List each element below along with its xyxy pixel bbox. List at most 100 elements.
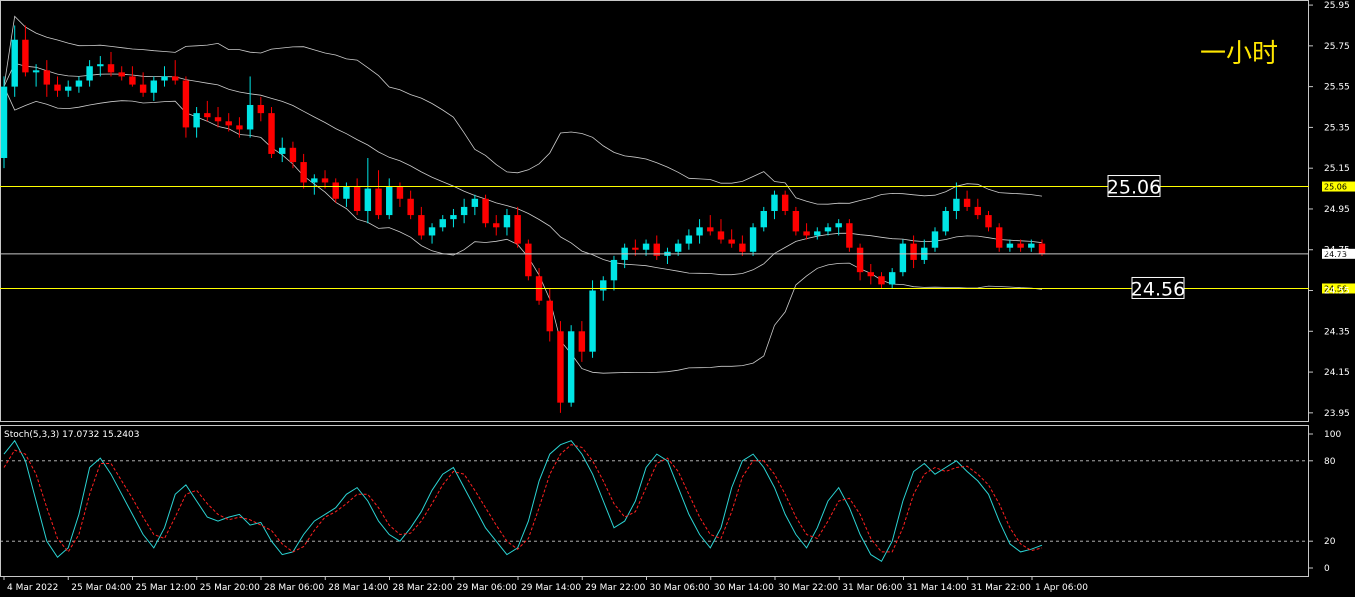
candle-body[interactable] [11, 39, 18, 87]
candle-body[interactable] [878, 276, 885, 285]
candle-body[interactable] [300, 162, 307, 183]
candle-body[interactable] [942, 211, 949, 232]
candle-body[interactable] [364, 188, 372, 211]
candle-body[interactable] [257, 104, 265, 114]
candle-body[interactable] [129, 76, 136, 85]
candle-body[interactable] [311, 178, 318, 183]
candle-body[interactable] [546, 300, 553, 332]
candle-body[interactable] [514, 215, 521, 244]
candle-body[interactable] [1038, 243, 1046, 254]
candle-body[interactable] [118, 72, 125, 77]
candle-body[interactable] [246, 104, 254, 130]
bb-upper-line [3, 15, 1043, 205]
candle-body[interactable] [64, 86, 72, 91]
candle-body[interactable] [1006, 243, 1014, 248]
candle-body[interactable] [493, 223, 500, 228]
candle-body[interactable] [75, 80, 83, 87]
candle-body[interactable] [43, 70, 51, 85]
candle-body[interactable] [696, 227, 703, 236]
candle-body[interactable] [910, 243, 917, 260]
candle-body[interactable] [792, 211, 800, 232]
candle-body[interactable] [717, 231, 725, 240]
candle-body[interactable] [749, 227, 757, 252]
candle-body[interactable] [182, 80, 190, 128]
candle-body[interactable] [97, 64, 104, 67]
candle-body[interactable] [54, 84, 61, 91]
stochastic-panel: Stoch(5,3,3) 17.0732 15.2403 100 80 20 0 [0, 425, 1341, 577]
candle-body[interactable] [985, 215, 992, 228]
candle-body[interactable] [674, 243, 682, 252]
candle-body[interactable] [899, 243, 907, 273]
candle-body[interactable] [760, 211, 767, 228]
candle-body[interactable] [642, 243, 650, 250]
candle-body[interactable] [193, 113, 200, 128]
candle-body[interactable] [332, 182, 339, 199]
candle-body[interactable] [396, 186, 404, 199]
candle-body[interactable] [835, 223, 842, 228]
candle-body[interactable] [503, 215, 511, 228]
candle-body[interactable] [567, 331, 575, 403]
candle-body[interactable] [739, 243, 746, 252]
candle-body[interactable] [375, 188, 382, 216]
candle-body[interactable] [632, 247, 639, 250]
candle-body[interactable] [781, 194, 789, 211]
candle-body[interactable] [482, 198, 489, 224]
candle-body[interactable] [268, 113, 275, 154]
candle-body[interactable] [856, 247, 864, 273]
candle-body[interactable] [685, 235, 693, 244]
candle-body[interactable] [22, 39, 29, 73]
candle-body[interactable] [450, 215, 457, 220]
candle-body[interactable] [953, 198, 960, 211]
candle-body[interactable] [460, 206, 468, 216]
candle-body[interactable] [589, 290, 596, 352]
candle-body[interactable] [225, 121, 232, 126]
candle-body[interactable] [471, 198, 479, 207]
candle-body[interactable] [600, 280, 607, 291]
price-tick-label: 24.35 [1324, 327, 1350, 337]
candle-body[interactable] [289, 147, 297, 163]
candle-body[interactable] [525, 243, 532, 277]
candle-body[interactable] [557, 331, 564, 403]
candle-body[interactable] [150, 80, 158, 93]
candle-body[interactable] [963, 198, 971, 207]
candle-body[interactable] [610, 259, 618, 281]
candle-body[interactable] [172, 76, 179, 81]
candle-body[interactable] [653, 243, 660, 256]
candle-body[interactable] [386, 186, 393, 216]
candle-body[interactable] [0, 86, 8, 158]
candle-body[interactable] [86, 66, 93, 81]
candle-body[interactable] [578, 331, 586, 352]
candle-body[interactable] [728, 239, 735, 244]
candle-body[interactable] [32, 70, 40, 73]
candle-body[interactable] [995, 227, 1003, 248]
candle-body[interactable] [107, 64, 115, 73]
candle-body[interactable] [1028, 243, 1035, 248]
candle-body[interactable] [1017, 243, 1024, 248]
candle-body[interactable] [204, 113, 211, 118]
candle-body[interactable] [139, 84, 147, 93]
candle-body[interactable] [279, 147, 286, 154]
candle-body[interactable] [707, 227, 714, 232]
candle-body[interactable] [439, 219, 446, 228]
stochastic-main-line [3, 439, 1043, 563]
candle-body[interactable] [407, 198, 414, 216]
price-tick-label: 25.55 [1324, 83, 1350, 93]
candle-body[interactable] [931, 231, 939, 248]
candle-body[interactable] [353, 186, 361, 211]
candle-body[interactable] [428, 227, 436, 236]
candle-body[interactable] [321, 178, 329, 183]
candle-body[interactable] [974, 206, 982, 216]
candle-body[interactable] [214, 117, 222, 122]
candle-body[interactable] [771, 194, 778, 211]
candle-body[interactable] [161, 76, 168, 81]
candle-body[interactable] [846, 223, 853, 248]
time-tick-label: 28 Mar 14:00 [328, 583, 388, 593]
candle-body[interactable] [888, 272, 896, 285]
candle-body[interactable] [236, 125, 243, 130]
candle-body[interactable] [824, 227, 832, 232]
candle-body[interactable] [418, 215, 425, 236]
candle-body[interactable] [814, 231, 821, 236]
candle-body[interactable] [867, 272, 874, 277]
candle-body[interactable] [343, 186, 350, 199]
candle-body[interactable] [803, 231, 810, 236]
